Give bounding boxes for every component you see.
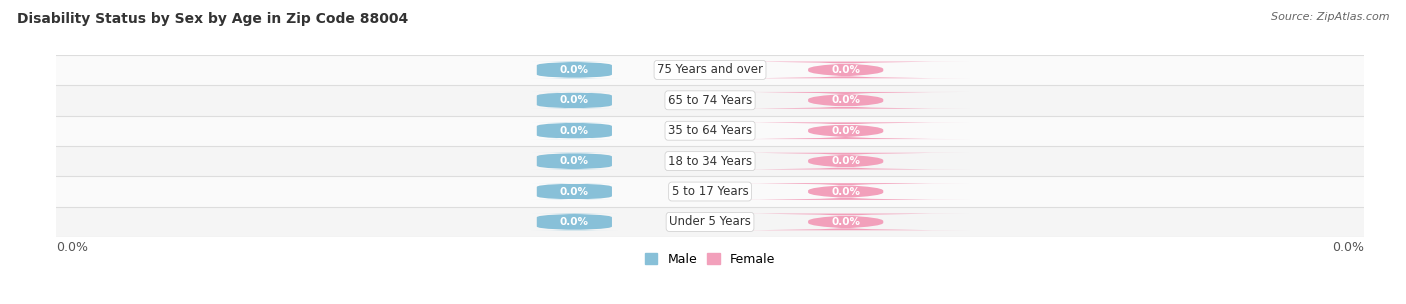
Text: 0.0%: 0.0% — [560, 126, 589, 136]
Text: 0.0%: 0.0% — [831, 65, 860, 75]
Text: 0.0%: 0.0% — [831, 187, 860, 196]
Text: 0.0%: 0.0% — [831, 156, 860, 166]
Text: 0.0%: 0.0% — [1331, 241, 1364, 254]
Text: 0.0%: 0.0% — [560, 156, 589, 166]
FancyBboxPatch shape — [721, 183, 970, 200]
Bar — [56, 55, 1364, 85]
Text: 5 to 17 Years: 5 to 17 Years — [672, 185, 748, 198]
Text: 0.0%: 0.0% — [831, 95, 860, 105]
Bar — [56, 146, 1364, 176]
FancyBboxPatch shape — [531, 183, 617, 200]
Text: 0.0%: 0.0% — [831, 126, 860, 136]
Text: 0.0%: 0.0% — [560, 95, 589, 105]
FancyBboxPatch shape — [531, 123, 617, 139]
Text: 0.0%: 0.0% — [560, 65, 589, 75]
Text: 0.0%: 0.0% — [560, 217, 589, 227]
FancyBboxPatch shape — [721, 123, 970, 139]
Text: Source: ZipAtlas.com: Source: ZipAtlas.com — [1271, 12, 1389, 22]
FancyBboxPatch shape — [531, 153, 617, 170]
FancyBboxPatch shape — [721, 213, 970, 230]
FancyBboxPatch shape — [531, 213, 617, 230]
Text: Under 5 Years: Under 5 Years — [669, 216, 751, 228]
Text: 0.0%: 0.0% — [56, 241, 89, 254]
Text: 35 to 64 Years: 35 to 64 Years — [668, 124, 752, 137]
Text: 0.0%: 0.0% — [560, 187, 589, 196]
Legend: Male, Female: Male, Female — [640, 248, 780, 271]
Text: 75 Years and over: 75 Years and over — [657, 64, 763, 76]
Text: 0.0%: 0.0% — [831, 217, 860, 227]
Text: 18 to 34 Years: 18 to 34 Years — [668, 155, 752, 168]
FancyBboxPatch shape — [721, 92, 970, 109]
Bar — [56, 207, 1364, 237]
Text: 65 to 74 Years: 65 to 74 Years — [668, 94, 752, 107]
Text: Disability Status by Sex by Age in Zip Code 88004: Disability Status by Sex by Age in Zip C… — [17, 12, 408, 26]
FancyBboxPatch shape — [721, 62, 970, 78]
FancyBboxPatch shape — [531, 92, 617, 109]
FancyBboxPatch shape — [531, 62, 617, 78]
FancyBboxPatch shape — [721, 153, 970, 170]
Bar — [56, 176, 1364, 207]
Bar — [56, 116, 1364, 146]
Bar — [56, 85, 1364, 116]
